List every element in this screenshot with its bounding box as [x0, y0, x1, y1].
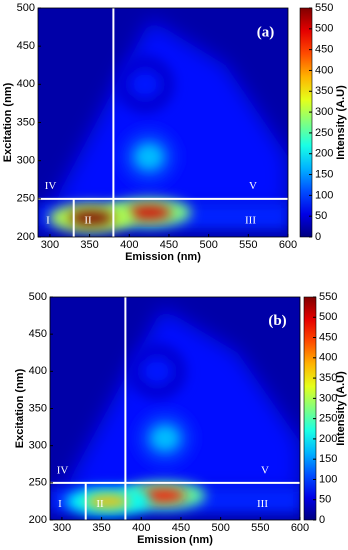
x-tick-label: 500 — [211, 522, 229, 534]
colorbar-tick-label: 400 — [319, 352, 337, 364]
colorbar — [299, 7, 313, 238]
x-axis-title: Emission (nm) — [137, 534, 213, 546]
peak — [141, 357, 173, 386]
colorbar-title: Intensity (A.U) — [335, 371, 347, 446]
colorbar-tick-label: 0 — [315, 231, 321, 243]
colorbar-tick-label: 200 — [315, 148, 333, 160]
colorbar-tick-label: 100 — [315, 189, 333, 201]
region-label: IV — [45, 180, 57, 192]
colorbar — [303, 296, 317, 521]
y-tick-label: 350 — [29, 402, 47, 414]
peak — [85, 494, 131, 509]
peak — [149, 424, 181, 453]
region-label: I — [46, 215, 50, 227]
region-label: IV — [57, 464, 69, 476]
region-label: V — [261, 464, 269, 476]
x-tick-label: 600 — [279, 239, 297, 251]
colorbar-tick-label: 100 — [319, 473, 337, 485]
plot-area — [38, 8, 288, 237]
panel-label: (b) — [268, 313, 286, 329]
colorbar-tick-label: 200 — [319, 433, 337, 445]
colorbar-tick-label: 400 — [315, 64, 333, 76]
peak — [140, 488, 187, 503]
colorbar-tick-label: 350 — [315, 85, 333, 97]
y-tick-label: 200 — [29, 514, 47, 526]
colorbar-tick-label: 50 — [315, 210, 327, 222]
y-axis-title: Excitation (nm) — [2, 82, 14, 162]
y-tick-label: 400 — [17, 78, 35, 90]
x-tick-label: 300 — [53, 522, 71, 534]
scatter-region — [62, 308, 300, 494]
peak — [126, 205, 172, 220]
x-tick-label: 450 — [172, 522, 190, 534]
colorbar-tick-label: 450 — [315, 44, 333, 56]
y-tick-label: 250 — [29, 477, 47, 489]
x-tick-label: 400 — [132, 522, 150, 534]
x-tick-label: 350 — [80, 239, 98, 251]
x-tick-label: 600 — [291, 522, 309, 534]
x-tick-label: 450 — [160, 239, 178, 251]
region-label: II — [84, 215, 92, 227]
peak — [129, 69, 161, 99]
colorbar-tick-label: 450 — [319, 331, 337, 343]
y-tick-label: 450 — [29, 328, 47, 340]
colorbar-tick-label: 350 — [319, 372, 337, 384]
colorbar-tick-label: 250 — [319, 413, 337, 425]
x-tick-label: 300 — [41, 239, 59, 251]
y-tick-label: 250 — [17, 193, 35, 205]
colorbar-tick-label: 550 — [315, 2, 333, 14]
x-tick-label: 350 — [92, 522, 110, 534]
region-label: III — [257, 498, 268, 510]
colorbar-title: Intensity (A.U) — [335, 85, 347, 160]
colorbar-tick-label: 500 — [315, 23, 333, 35]
y-tick-label: 500 — [29, 291, 47, 303]
panel-label: (a) — [257, 25, 275, 41]
y-tick-label: 350 — [17, 116, 35, 128]
y-tick-label: 300 — [17, 155, 35, 167]
x-tick-label: 550 — [251, 522, 269, 534]
region-label: I — [58, 498, 62, 510]
colorbar-tick-label: 550 — [319, 291, 337, 303]
colorbar-tick-label: 150 — [315, 168, 333, 180]
x-tick-label: 400 — [120, 239, 138, 251]
y-tick-label: 400 — [29, 365, 47, 377]
x-axis-title: Emission (nm) — [125, 251, 201, 263]
y-tick-label: 200 — [17, 231, 35, 243]
colorbar-tick-label: 300 — [319, 392, 337, 404]
x-tick-label: 500 — [199, 239, 217, 251]
colorbar-tick-label: 50 — [319, 494, 331, 506]
colorbar-tick-label: 0 — [319, 514, 325, 526]
region-label: V — [249, 180, 257, 192]
y-tick-label: 450 — [17, 40, 35, 52]
region-label: II — [96, 498, 104, 510]
x-tick-label: 550 — [239, 239, 257, 251]
y-tick-label: 500 — [17, 2, 35, 14]
peak — [133, 142, 165, 172]
colorbar-tick-label: 500 — [319, 311, 337, 323]
colorbar-tick-label: 250 — [315, 127, 333, 139]
colorbar-tick-label: 300 — [315, 106, 333, 118]
plot-area — [50, 297, 300, 520]
region-label: III — [245, 215, 256, 227]
y-axis-title: Excitation (nm) — [14, 368, 26, 448]
colorbar-tick-label: 150 — [319, 453, 337, 465]
scatter-region — [50, 19, 288, 210]
peak — [68, 210, 114, 226]
y-tick-label: 300 — [29, 440, 47, 452]
